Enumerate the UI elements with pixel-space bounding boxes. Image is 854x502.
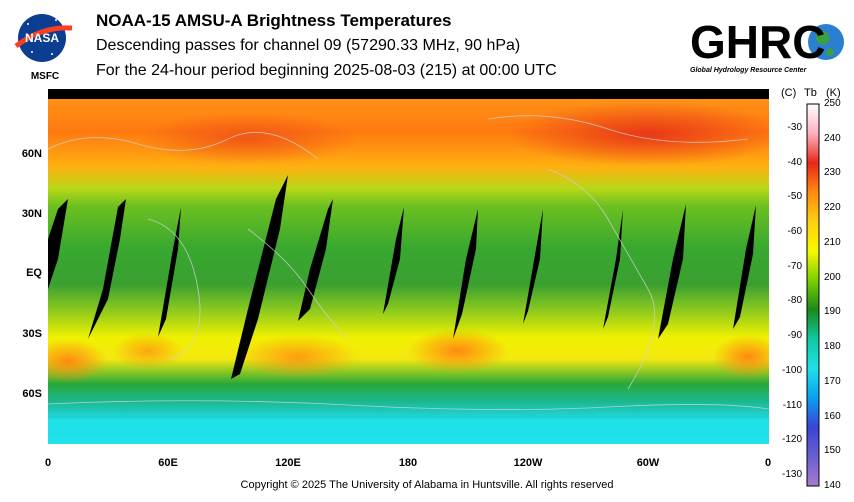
lon-label: 60W (636, 457, 660, 469)
colorbar-kelvin-tick: 250 (824, 98, 841, 109)
subtitle-period: For the 24-hour period beginning 2025-08… (96, 62, 557, 79)
colorbar-kelvin-tick: 140 (824, 480, 841, 491)
ghrc-logo-text: GHRC (690, 16, 825, 68)
lat-label: EQ (26, 267, 42, 279)
colorbar-celsius-tick: -50 (787, 191, 802, 203)
copyright-notice: Copyright © 2025 The University of Alaba… (240, 479, 614, 491)
lat-label: 30S (22, 328, 42, 340)
colorbar-kelvin-tick: 240 (824, 132, 841, 144)
colorbar-kelvin-tick: 170 (824, 375, 841, 387)
colorbar-kelvin-tick: 230 (824, 167, 841, 179)
colorbar-celsius-tick: -130 (781, 469, 802, 481)
subtitle-channel: Descending passes for channel 09 (57290.… (96, 37, 521, 54)
colorbar-celsius-tick: -110 (782, 399, 802, 411)
lon-label: 120E (275, 457, 301, 469)
ghrc-logo: GHRC Global Hydrology Resource Center (690, 16, 844, 74)
colorbar-unit-celsius: (C) (781, 87, 797, 99)
lat-label: 30N (21, 208, 42, 220)
lon-label: 180 (398, 457, 418, 469)
lon-label: 60E (158, 457, 178, 469)
colorbar-unit-kelvin: (K) (826, 87, 841, 99)
msfc-caption: MSFC (31, 71, 59, 82)
colorbar-celsius-tick: -40 (787, 156, 802, 168)
lat-label: 60S (22, 388, 42, 400)
colorbar-kelvin-tick: 160 (824, 410, 841, 422)
colorbar-celsius-tick: -80 (787, 295, 802, 307)
colorbar-kelvin-tick: 220 (824, 202, 841, 214)
lon-label: 0 (764, 457, 772, 469)
colorbar-kelvin-tick: 150 (824, 445, 841, 457)
colorbar-celsius-tick: -100 (781, 364, 802, 376)
colorbar-kelvin-tick: 190 (824, 306, 841, 318)
nasa-logo-text: NASA (25, 31, 59, 45)
colorbar-celsius-tick: -30 (787, 121, 802, 133)
page-title: NOAA-15 AMSU-A Brightness Temperatures (96, 11, 452, 30)
colorbar-kelvin-tick: 200 (824, 271, 841, 283)
colorbar (806, 103, 820, 487)
nasa-logo: NASA MSFC (14, 14, 73, 82)
colorbar-celsius-tick: -70 (787, 260, 802, 272)
ghrc-caption: Global Hydrology Resource Center (690, 67, 808, 74)
colorbar-celsius-tick: -60 (787, 225, 802, 237)
colorbar-celsius-tick: -120 (781, 434, 802, 446)
colorbar-kelvin-tick: 180 (824, 341, 841, 353)
colorbar-unit-tb: Tb (804, 87, 817, 99)
brightness-temperature-map (48, 89, 769, 444)
colorbar-celsius-tick: -90 (787, 330, 802, 342)
lon-label: 120W (513, 457, 543, 469)
lat-label: 60N (21, 148, 42, 160)
lon-label: 0 (44, 457, 52, 469)
colorbar-kelvin-tick: 210 (824, 236, 841, 248)
